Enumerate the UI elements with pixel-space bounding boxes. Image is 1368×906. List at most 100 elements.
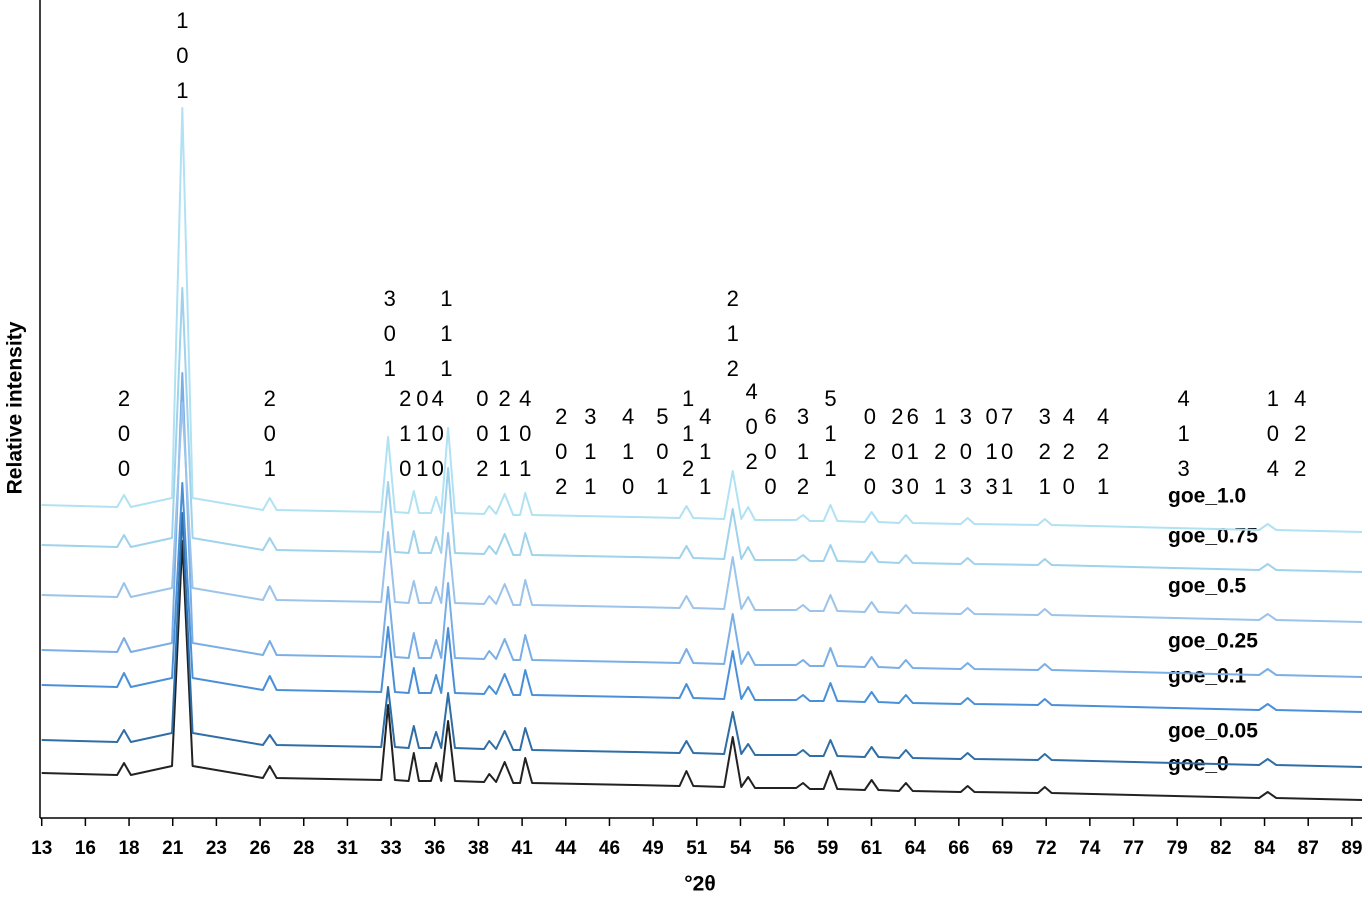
peak-index-label: 1 xyxy=(682,386,694,411)
peak-index-label: 2 xyxy=(727,286,739,311)
x-tick-label: 49 xyxy=(643,838,664,859)
peak-index-label: 0 xyxy=(476,421,488,446)
x-tick-label: 51 xyxy=(686,838,708,859)
peak-index-label: 2 xyxy=(682,456,694,481)
peak-index-label: 0 xyxy=(1001,439,1013,464)
peak-index-label: 4 xyxy=(519,386,531,411)
peak-index-label: 1 xyxy=(1039,474,1051,499)
peak-index-label: 0 xyxy=(764,439,776,464)
peak-index-label: 0 xyxy=(416,386,428,411)
x-tick-label: 23 xyxy=(206,838,227,859)
x-tick-label: 61 xyxy=(861,838,883,859)
peak-index-label: 1 xyxy=(264,456,276,481)
x-tick-label: 36 xyxy=(424,838,445,859)
peak-index-label: 1 xyxy=(399,421,411,446)
peak-index-label: 1 xyxy=(699,474,711,499)
peak-index-label: 0 xyxy=(176,43,188,68)
peak-index-label: 2 xyxy=(727,356,739,381)
peak-index-label: 3 xyxy=(986,474,998,499)
x-tick-label: 33 xyxy=(381,838,402,859)
peak-index-label: 1 xyxy=(519,456,531,481)
peak-index-label: 4 xyxy=(1063,404,1075,429)
peak-index-label: 1 xyxy=(907,439,919,464)
legend-label: goe_0.05 xyxy=(1168,720,1258,743)
legend-label: goe_0.25 xyxy=(1168,630,1258,653)
peak-index-label: 1 xyxy=(584,439,596,464)
peak-index-label: 4 xyxy=(699,404,711,429)
peak-index-label: 2 xyxy=(1294,456,1306,481)
peak-index-label: 0 xyxy=(1267,421,1279,446)
x-tick-label: 87 xyxy=(1298,838,1319,859)
x-tick-label: 59 xyxy=(817,838,838,859)
peak-index-label: 1 xyxy=(622,439,634,464)
peak-index-label: 0 xyxy=(264,421,276,446)
peak-index-label: 1 xyxy=(824,421,836,446)
peak-index-label: 1 xyxy=(986,439,998,464)
peak-index-label: 1 xyxy=(682,421,694,446)
series-line xyxy=(41,287,1363,573)
peak-index-label: 2 xyxy=(1039,439,1051,464)
peak-index-label: 5 xyxy=(824,386,836,411)
peak-index-label: 1 xyxy=(1001,474,1013,499)
peak-index-label: 2 xyxy=(399,386,411,411)
x-tick-label: 66 xyxy=(948,838,969,859)
legend-label: goe_1.0 xyxy=(1168,485,1246,508)
peak-index-label: 2 xyxy=(499,386,511,411)
x-tick-label: 79 xyxy=(1167,838,1188,859)
peak-index-label: 1 xyxy=(584,474,596,499)
peak-index-label: 2 xyxy=(745,449,757,474)
peak-index-label: 7 xyxy=(1001,404,1013,429)
peak-index-label: 0 xyxy=(399,456,411,481)
peak-index-label: 3 xyxy=(960,404,972,429)
peak-index-label: 3 xyxy=(1039,404,1051,429)
peak-index-label: 1 xyxy=(797,439,809,464)
peak-index-label: 4 xyxy=(622,404,634,429)
x-tick-label: 41 xyxy=(512,838,534,859)
peak-index-label: 2 xyxy=(1097,439,1109,464)
peak-index-label: 0 xyxy=(1063,474,1075,499)
peak-index-label: 1 xyxy=(824,456,836,481)
peak-index-label: 4 xyxy=(1097,404,1109,429)
peak-index-label: 0 xyxy=(432,421,444,446)
peak-index-label: 0 xyxy=(864,404,876,429)
peak-index-label: 2 xyxy=(797,474,809,499)
peak-index-label: 1 xyxy=(1267,386,1279,411)
series-line xyxy=(41,482,1363,713)
peak-index-label: 0 xyxy=(764,474,776,499)
x-tick-label: 56 xyxy=(774,838,795,859)
peak-index-label: 1 xyxy=(176,78,188,103)
peak-index-label: 4 xyxy=(1267,456,1279,481)
x-tick-label: 44 xyxy=(555,838,577,859)
peak-index-label: 2 xyxy=(864,439,876,464)
peak-index-label: 0 xyxy=(745,414,757,439)
peak-index-label: 1 xyxy=(440,286,452,311)
peak-index-label: 3 xyxy=(960,474,972,499)
peak-index-label: 2 xyxy=(555,474,567,499)
x-tick-label: 72 xyxy=(1036,838,1057,859)
peak-index-label: 0 xyxy=(118,421,130,446)
peak-index-label: 3 xyxy=(584,404,596,429)
x-tick-label: 31 xyxy=(337,838,359,859)
peak-index-label: 2 xyxy=(476,456,488,481)
peak-index-label: 2 xyxy=(555,404,567,429)
peak-index-label: 0 xyxy=(986,404,998,429)
peak-index-label: 0 xyxy=(384,321,396,346)
x-tick-label: 69 xyxy=(992,838,1013,859)
x-tick-label: 28 xyxy=(293,838,314,859)
peak-index-label: 0 xyxy=(519,421,531,446)
peak-index-label: 1 xyxy=(440,321,452,346)
series-line xyxy=(41,402,1363,623)
peak-index-label: 1 xyxy=(934,474,946,499)
x-tick-label: 46 xyxy=(599,838,620,859)
x-tick-label: 89 xyxy=(1341,838,1362,859)
peak-index-label: 6 xyxy=(764,404,776,429)
x-axis-label: °2θ xyxy=(684,873,715,896)
peak-index-label: 4 xyxy=(432,386,444,411)
peak-index-label: 0 xyxy=(907,474,919,499)
peak-index-label: 0 xyxy=(891,439,903,464)
peak-index-label: 3 xyxy=(384,286,396,311)
peak-index-label: 1 xyxy=(727,321,739,346)
peak-index-label: 3 xyxy=(1178,456,1190,481)
x-tick-label: 74 xyxy=(1079,838,1101,859)
